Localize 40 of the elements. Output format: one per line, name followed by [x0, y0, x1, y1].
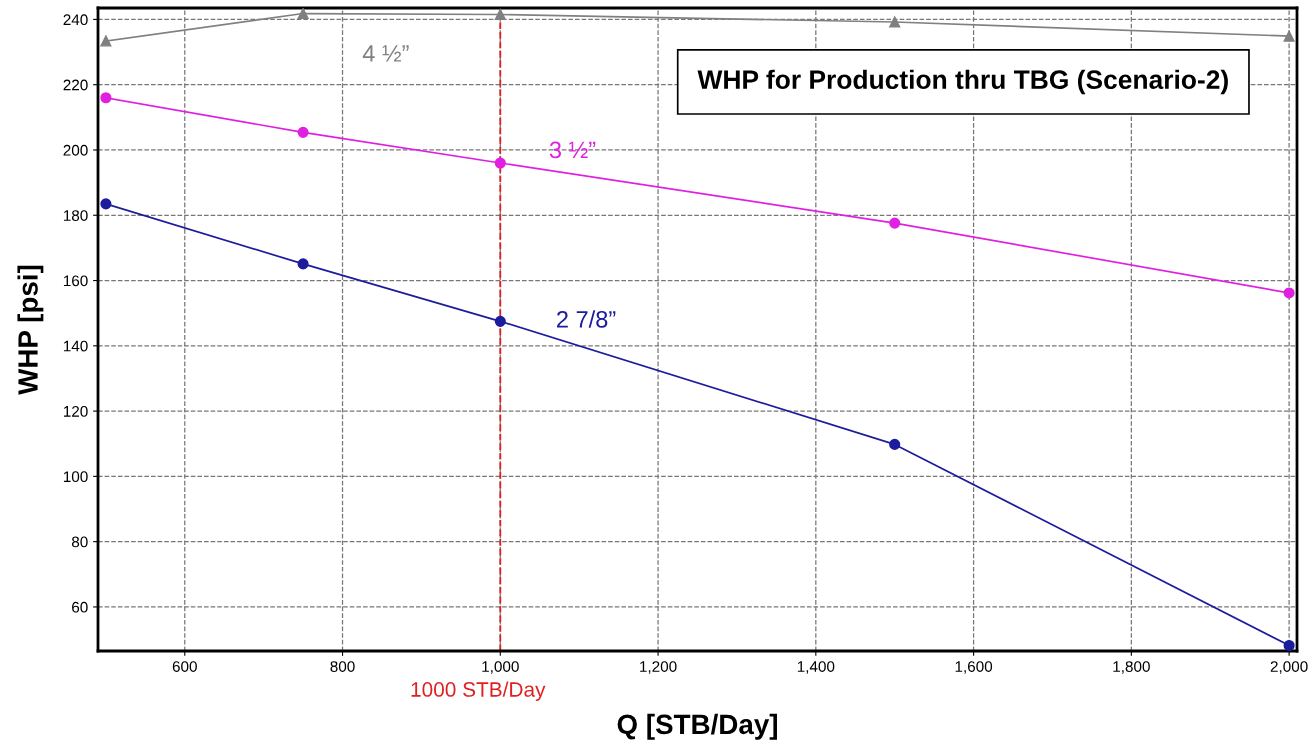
- ref-line-label: 1000 STB/Day: [411, 681, 546, 701]
- y-tick-label: 220: [63, 79, 88, 91]
- point: [297, 258, 309, 270]
- y-tick-label: 140: [63, 340, 88, 352]
- y-tick-label: 120: [63, 405, 88, 417]
- point: [1283, 30, 1295, 42]
- x-tick-label: 1,600: [955, 661, 993, 674]
- point: [100, 92, 112, 104]
- point: [889, 217, 901, 229]
- series-label: 3 ½”: [549, 141, 596, 159]
- point: [297, 8, 309, 20]
- x-tick-label: 1,800: [1113, 661, 1150, 674]
- y-axis-title: WHP [psi]: [17, 265, 44, 395]
- series-label: 4 ½”: [362, 45, 409, 62]
- point: [1283, 639, 1295, 651]
- y-tick-label: 100: [63, 471, 88, 483]
- y-tick-label: 80: [71, 536, 88, 548]
- x-tick-label: 2,000: [1270, 661, 1308, 674]
- x-tick-label: 800: [330, 661, 355, 672]
- x-tick-label: 1,400: [797, 661, 835, 674]
- point: [889, 438, 901, 450]
- point: [494, 315, 506, 327]
- point: [100, 198, 112, 210]
- point: [494, 8, 506, 21]
- point: [100, 35, 112, 47]
- series-label: 2 7/8”: [557, 310, 616, 328]
- y-tick-label: 240: [63, 14, 88, 26]
- point: [494, 157, 506, 169]
- point: [1283, 287, 1295, 299]
- text: WHP for Production thru TBG (Scenario-2): [697, 69, 1228, 95]
- x-axis-title: Q [STB/Day]: [617, 713, 777, 740]
- x-tick-label: 1,000: [482, 661, 519, 674]
- y-tick-label: 200: [63, 144, 88, 156]
- x-tick-label: 600: [172, 661, 197, 672]
- point: [889, 16, 901, 28]
- y-tick-label: 180: [63, 210, 88, 221]
- point: [297, 126, 309, 138]
- y-tick-label: 160: [63, 275, 88, 287]
- x-tick-label: 1,200: [640, 661, 677, 674]
- y-tick-label: 60: [72, 601, 88, 613]
